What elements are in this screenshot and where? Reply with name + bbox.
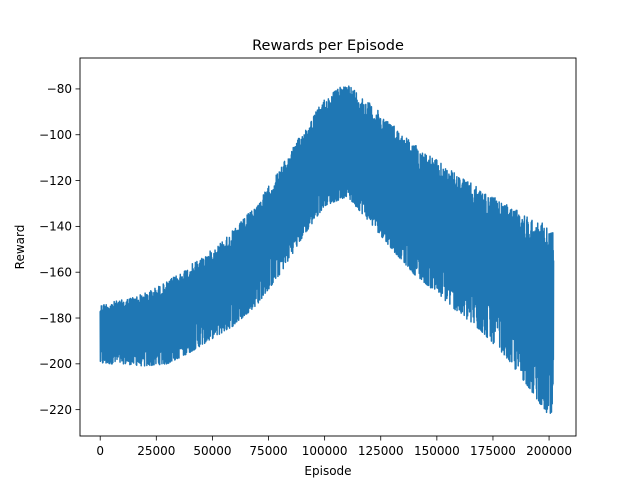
y-axis-label: Reward: [13, 225, 27, 270]
y-tick-label: −140: [39, 220, 72, 234]
x-tick-label: 25000: [137, 444, 175, 458]
x-tick-label: 75000: [249, 444, 287, 458]
x-tick-label: 200000: [526, 444, 572, 458]
y-tick-label: −80: [47, 82, 72, 96]
x-tick-label: 175000: [470, 444, 516, 458]
chart-title: Rewards per Episode: [252, 38, 404, 54]
y-tick-label: −120: [39, 174, 72, 188]
y-tick-label: −180: [39, 311, 72, 325]
y-tick-label: −160: [39, 266, 72, 280]
x-tick-label: 125000: [358, 444, 404, 458]
y-axis: −220 −200 −180 −160 −140 −120 −100 −80: [39, 82, 80, 417]
x-tick-label: 0: [96, 444, 104, 458]
plot-series: [99, 85, 555, 414]
x-axis: 0 25000 50000 75000 100000 125000 150000 175000…: [96, 436, 572, 458]
x-tick-label: 150000: [414, 444, 460, 458]
x-tick-label: 50000: [193, 444, 231, 458]
axes-frame: [79, 57, 577, 437]
y-tick-label: −100: [39, 128, 72, 142]
y-tick-label: −220: [39, 403, 72, 417]
x-tick-label: 100000: [302, 444, 348, 458]
x-axis-label: Episode: [304, 464, 351, 478]
y-tick-label: −200: [39, 357, 72, 371]
reward-series-line: [99, 85, 555, 414]
